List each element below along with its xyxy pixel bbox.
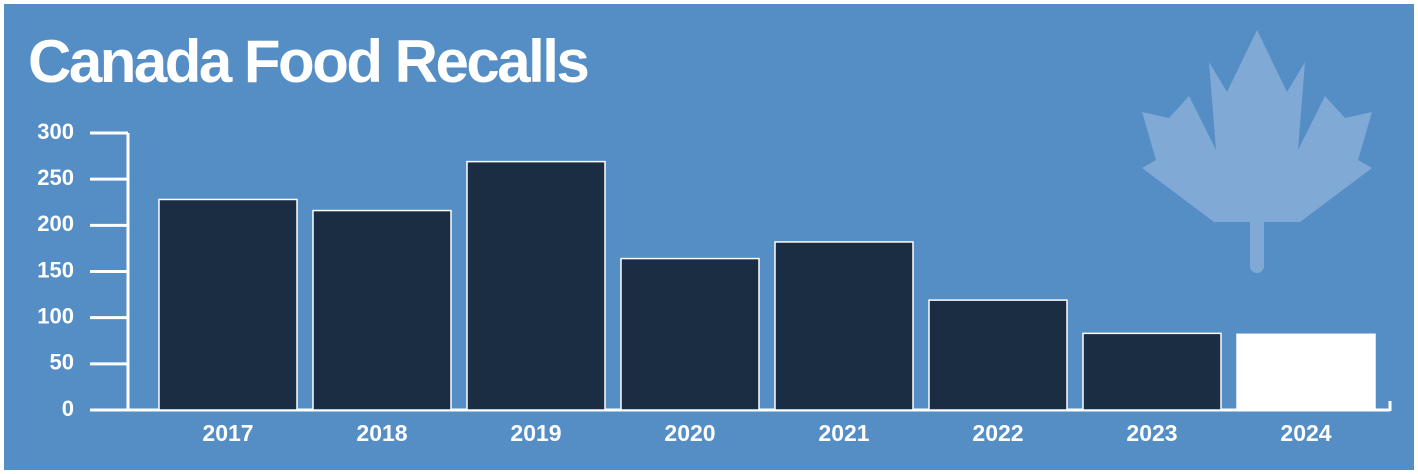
bar bbox=[774, 241, 914, 411]
y-tick-label: 250 bbox=[37, 165, 74, 190]
chart-title: Canada Food Recalls bbox=[28, 28, 587, 95]
x-tick-label: 2021 bbox=[818, 420, 869, 446]
x-tick-label: 2018 bbox=[356, 420, 407, 446]
bar bbox=[312, 209, 452, 411]
y-tick-label: 200 bbox=[37, 211, 74, 236]
bar bbox=[928, 299, 1068, 411]
bar bbox=[620, 257, 760, 411]
x-tick-label: 2023 bbox=[1126, 420, 1177, 446]
y-tick-label: 50 bbox=[50, 350, 74, 375]
maple-leaf bbox=[1142, 30, 1372, 273]
y-tick-label: 300 bbox=[37, 119, 74, 144]
bar bbox=[158, 198, 298, 411]
y-tick-label: 0 bbox=[62, 396, 74, 421]
x-tick-label: 2024 bbox=[1280, 420, 1331, 446]
bar bbox=[1082, 332, 1222, 411]
y-tick-label: 150 bbox=[37, 257, 74, 282]
y-tick-label: 100 bbox=[37, 303, 74, 328]
x-tick-label: 2022 bbox=[972, 420, 1023, 446]
x-tick-label: 2019 bbox=[510, 420, 561, 446]
x-tick-label: 2017 bbox=[202, 420, 253, 446]
x-tick-label: 2020 bbox=[664, 420, 715, 446]
bar bbox=[1236, 333, 1376, 411]
bar bbox=[466, 160, 606, 411]
